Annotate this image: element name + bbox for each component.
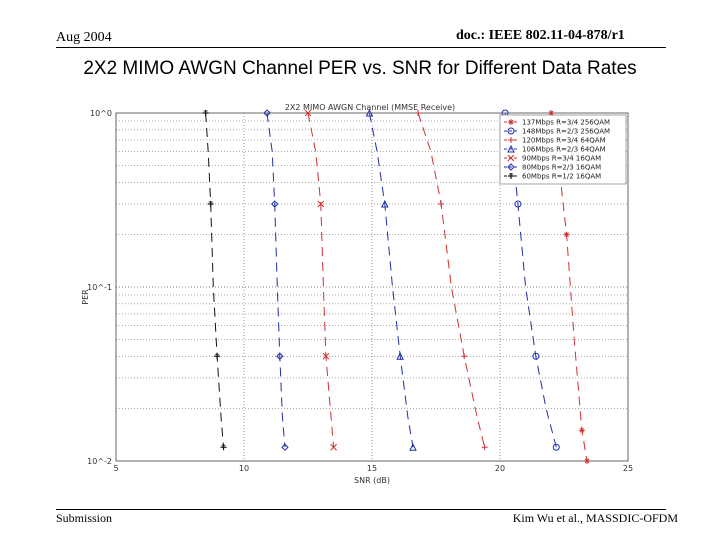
series-point-0 [563,231,570,238]
legend-entry-2: 120Mbps R=3/4 64QAM [522,137,606,145]
series-point-5 [281,443,289,451]
series-point-3 [380,199,389,208]
footer-submission: Submission [56,511,113,525]
header-date: Aug 2004 [56,30,112,45]
series-point-1 [552,443,560,451]
x-tick-label: 5 [113,464,118,473]
series-point-2 [481,444,488,451]
series-point-1 [514,200,522,208]
legend-marker-0 [508,119,514,125]
y-tick-label: 10^-1 [87,283,112,292]
legend-marker-4 [507,154,515,162]
series-line-6 [205,112,224,448]
series-point-3 [409,443,417,451]
series-point-4 [317,200,325,208]
x-tick-label: 25 [623,464,633,473]
legend-entry-4: 90Mbps R=3/4 16QAM [522,155,601,163]
series-point-1 [532,352,540,360]
legend-box [499,114,627,185]
series-line-3 [368,112,414,448]
x-tick-label: 20 [495,464,505,473]
series-point-2 [438,200,445,207]
legend-marker-5 [507,163,515,171]
series-point-3 [365,108,374,117]
series-point-2 [461,353,468,360]
series-point-5 [271,200,279,208]
header-doc-id: doc.: IEEE 802.11-04-878/r1 [456,28,625,43]
footer-rule [56,509,666,510]
series-point-0 [578,427,585,434]
y-tick-label: 10^0 [90,109,112,118]
header-rule [56,47,666,48]
per-vs-snr-chart: 5 10 15 20 25 10^0 10^-1 10^-2 SNR (dB) PER 2X2 MI… [81,103,633,485]
series-point-2 [415,110,422,116]
y-axis-label: PER [81,289,90,305]
series-line-2 [417,112,486,448]
series-point-5 [276,352,284,360]
series-point-3 [396,352,404,360]
series-point-0 [584,458,591,464]
x-tick-label: 15 [367,464,377,473]
legend-entry-0: 137Mbps R=3/4 256QAM [522,119,610,127]
series-point-4 [322,352,330,360]
footer-authors: Kim Wu et al., MASSDIC-OFDM [512,511,678,525]
legend-marker-3 [507,144,515,153]
legend-entry-5: 80Mbps R=2/3 16QAM [522,164,601,172]
legend-entry-1: 148Mbps R=2/3 256QAM [522,128,610,136]
plot-title: 2X2 MIMO AWGN Channel (MMSE Receive) [285,103,455,112]
legend-marker-1 [507,127,515,135]
series-point-6 [220,444,227,451]
series-point-6 [207,200,214,207]
legend-entry-6: 60Mbps R=1/2 16QAM [522,173,601,181]
series-line-5 [266,112,286,448]
series-point-4 [304,109,312,117]
series-point-5 [263,109,271,117]
x-tick-label: 10 [239,464,249,473]
series-point-4 [330,443,337,451]
y-tick-label: 10^-2 [87,457,112,466]
series-point-6 [202,110,209,116]
legend-entry-3: 106Mbps R=2/3 64QAM [522,146,606,154]
legend-marker-6 [508,173,514,179]
x-axis-label: SNR (dB) [354,476,390,485]
series-point-6 [214,353,221,360]
series-line-4 [307,112,335,448]
slide-title: 2X2 MIMO AWGN Channel PER vs. SNR for Di… [83,58,637,79]
legend-marker-2 [508,137,514,143]
